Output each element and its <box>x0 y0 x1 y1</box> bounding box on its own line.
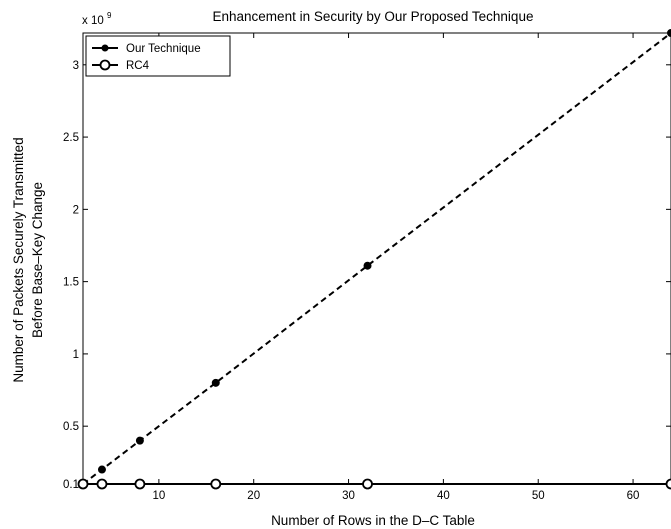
data-point-our-technique <box>667 29 671 37</box>
series-layer <box>77 29 671 490</box>
y-axis-label-line-2: Before Base–Key Change <box>30 182 45 338</box>
legend-box <box>85 35 231 77</box>
y-axis-exponent-base: x 10 <box>82 15 104 27</box>
y-axis-label-line-1: Number of Packets Securely Transmitted <box>11 137 26 382</box>
y-tick-label: 1.5 <box>63 277 79 289</box>
chart-title: Enhancement in Security by Our Proposed … <box>213 9 534 24</box>
y-tick-label: 3 <box>73 60 79 72</box>
legend-label-rc4: RC4 <box>126 60 150 72</box>
data-point-our-technique <box>363 261 372 270</box>
data-point-rc4 <box>665 478 671 490</box>
y-tick-label: 1 <box>73 349 79 361</box>
legend: Our Technique RC4 <box>85 35 231 77</box>
x-tick-label: 10 <box>152 490 165 502</box>
x-tick-label: 20 <box>247 490 260 502</box>
axis-ticks: 10 20 30 40 50 60 0.1 0.5 1 1.5 2 2.5 3 <box>63 33 671 502</box>
y-axis-exponent: x 10 9 <box>82 11 112 27</box>
x-tick-label: 50 <box>532 490 545 502</box>
x-tick-label: 30 <box>342 490 355 502</box>
chart-texts: Enhancement in Security by Our Proposed … <box>11 9 533 528</box>
legend-marker-rc4 <box>99 59 111 71</box>
data-point-our-technique <box>135 436 144 445</box>
x-axis-label: Number of Rows in the D–C Table <box>271 513 475 528</box>
data-point-rc4 <box>362 478 373 490</box>
x-tick-label: 40 <box>437 490 450 502</box>
y-tick-label: 0.5 <box>63 421 79 433</box>
y-tick-label: 0.1 <box>63 479 79 491</box>
data-point-rc4 <box>210 478 222 490</box>
y-tick-label: 2 <box>73 204 79 216</box>
data-point-our-technique <box>211 378 220 387</box>
data-point-rc4 <box>96 478 108 490</box>
y-tick-label: 2.5 <box>63 132 79 144</box>
data-point-rc4 <box>134 478 146 490</box>
x-tick-label: 60 <box>627 490 640 502</box>
data-point-our-technique <box>97 465 106 474</box>
y-axis-exponent-power: 9 <box>107 11 112 20</box>
legend-marker-our-technique <box>101 44 109 52</box>
data-point-rc4 <box>77 478 89 490</box>
series-line-our-technique <box>82 32 671 485</box>
legend-label-our-technique: Our Technique <box>126 43 201 55</box>
